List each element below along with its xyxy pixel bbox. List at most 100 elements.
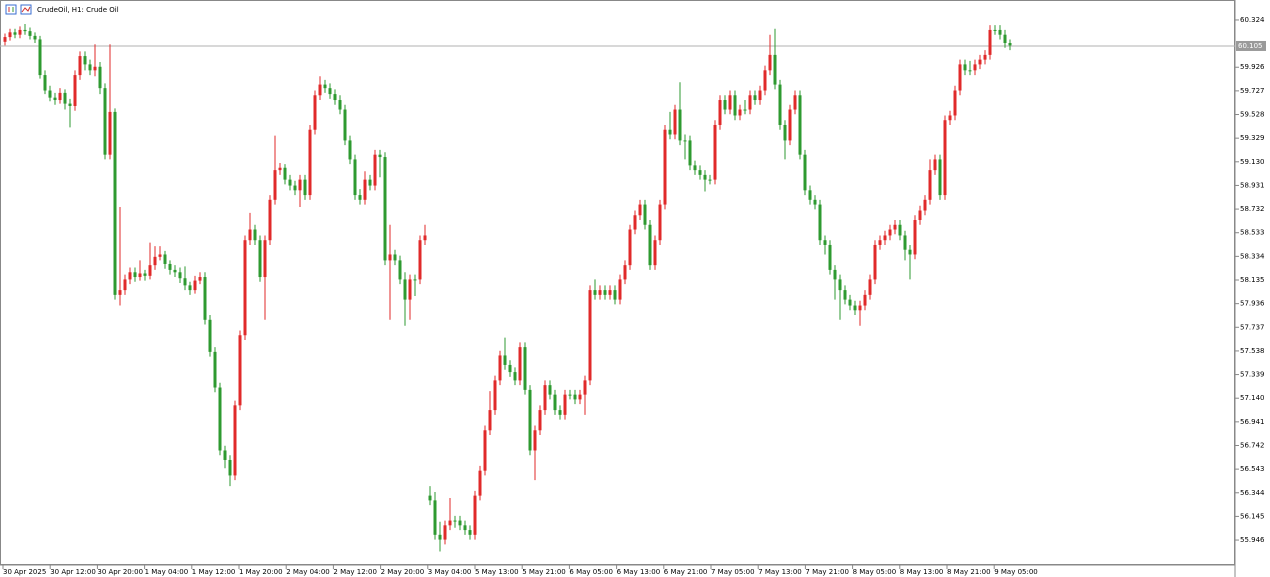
candle-body bbox=[253, 229, 257, 241]
candle-body bbox=[553, 394, 557, 411]
candle-body bbox=[988, 29, 992, 55]
candle-body bbox=[383, 157, 387, 261]
candle-body bbox=[903, 235, 907, 250]
candle-body bbox=[498, 355, 502, 381]
candle-body bbox=[8, 32, 12, 38]
candle-body bbox=[633, 215, 637, 230]
y-tick-label: 59.130 bbox=[1240, 158, 1265, 166]
candle-body bbox=[488, 410, 492, 431]
y-tick-label: 58.931 bbox=[1240, 181, 1265, 189]
symbol-icon bbox=[5, 4, 32, 15]
chart-title: CrudeOil, H1: Crude Oil bbox=[37, 6, 119, 14]
y-tick-label: 57.737 bbox=[1240, 323, 1265, 331]
candle-body bbox=[163, 254, 167, 264]
candle-body bbox=[693, 165, 697, 171]
x-tick-label: 9 May 05:00 bbox=[994, 568, 1038, 576]
candle-body bbox=[378, 154, 382, 158]
x-tick-label: 2 May 20:00 bbox=[381, 568, 425, 576]
candle-body bbox=[863, 294, 867, 306]
candle-body bbox=[88, 64, 92, 71]
candle-body bbox=[898, 224, 902, 236]
candle-body bbox=[663, 129, 667, 205]
candle-body bbox=[323, 84, 327, 89]
candle-body bbox=[548, 385, 552, 395]
y-tick-label: 56.543 bbox=[1240, 465, 1265, 473]
candle-body bbox=[628, 229, 632, 266]
candle-body bbox=[478, 470, 482, 496]
candle-body bbox=[278, 167, 282, 171]
candle-body bbox=[603, 290, 607, 295]
candle-body bbox=[73, 75, 77, 106]
candle-body bbox=[188, 285, 192, 291]
candle-body bbox=[408, 279, 412, 300]
candle-body bbox=[388, 254, 392, 261]
candle-body bbox=[33, 35, 37, 40]
candle-body bbox=[453, 520, 457, 522]
candle-body bbox=[268, 199, 272, 241]
current-price-box bbox=[1236, 40, 1266, 51]
candle-body bbox=[393, 254, 397, 261]
candle-body bbox=[643, 204, 647, 225]
candle-body bbox=[313, 95, 317, 130]
candle-body bbox=[753, 95, 757, 101]
candle-body bbox=[168, 263, 172, 270]
candle-body bbox=[143, 273, 147, 276]
x-tick-label: 30 Apr 2025 bbox=[3, 568, 46, 576]
candle-body bbox=[513, 372, 517, 381]
candle-body bbox=[438, 534, 442, 540]
candle-body bbox=[533, 430, 537, 451]
candle-body bbox=[868, 279, 872, 295]
candle-body bbox=[618, 279, 622, 300]
candle-body bbox=[858, 305, 862, 311]
y-tick-label: 56.145 bbox=[1240, 512, 1265, 520]
candle-body bbox=[443, 525, 447, 540]
candle-body bbox=[918, 210, 922, 221]
candle-body bbox=[808, 190, 812, 200]
candle-body bbox=[963, 64, 967, 71]
candle-body bbox=[888, 229, 892, 236]
candle-body bbox=[118, 290, 122, 295]
candle-body bbox=[483, 430, 487, 471]
candle-body bbox=[518, 347, 522, 381]
y-tick-label: 56.742 bbox=[1240, 441, 1265, 449]
candle-body bbox=[123, 279, 127, 291]
candle-body bbox=[803, 154, 807, 191]
candle-body bbox=[583, 380, 587, 395]
candle-body bbox=[423, 235, 427, 241]
candle-body bbox=[98, 66, 102, 89]
y-tick-label: 59.528 bbox=[1240, 111, 1265, 119]
candle-body bbox=[588, 290, 592, 381]
candle-body bbox=[493, 380, 497, 411]
candle-body bbox=[638, 204, 642, 216]
candle-body bbox=[263, 240, 267, 278]
y-tick-label: 59.727 bbox=[1240, 87, 1265, 95]
candle-body bbox=[93, 66, 97, 71]
x-tick-label: 30 Apr 12:00 bbox=[50, 568, 96, 576]
y-tick-label: 57.339 bbox=[1240, 371, 1265, 379]
candle-body bbox=[373, 154, 377, 186]
candle-body bbox=[223, 450, 227, 460]
candle-body bbox=[1003, 34, 1007, 44]
candle-body bbox=[343, 109, 347, 141]
y-tick-label: 57.936 bbox=[1240, 300, 1265, 308]
candle-body bbox=[688, 140, 692, 166]
x-tick-label: 6 May 05:00 bbox=[569, 568, 613, 576]
candle-body bbox=[683, 140, 687, 142]
candle-body bbox=[893, 224, 897, 230]
candle-body bbox=[708, 179, 712, 181]
candle-body bbox=[958, 64, 962, 91]
candle-body bbox=[413, 279, 417, 281]
candle-body bbox=[43, 75, 47, 91]
candle-body bbox=[843, 290, 847, 300]
candle-body bbox=[63, 92, 67, 104]
candle-body bbox=[948, 115, 952, 121]
x-tick-label: 5 May 13:00 bbox=[475, 568, 519, 576]
candle-body bbox=[773, 54, 777, 85]
candle-body bbox=[558, 410, 562, 415]
x-tick-label: 7 May 13:00 bbox=[758, 568, 802, 576]
candle-body bbox=[178, 272, 182, 279]
candle-body bbox=[83, 56, 87, 65]
current-price-label: 60.105 bbox=[1238, 42, 1263, 50]
candle-body bbox=[968, 70, 972, 72]
